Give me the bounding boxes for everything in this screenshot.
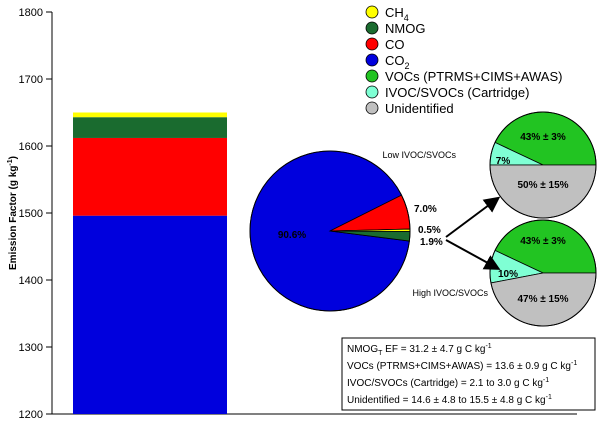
y-tick-label: 1800: [19, 7, 43, 19]
low-ivoc-title: Low IVOC/SVOCs: [382, 150, 456, 160]
bar-segment-ch4: [73, 112, 227, 118]
arrow-to-low-pie: [445, 196, 501, 238]
y-tick-label: 1300: [19, 342, 43, 354]
pie-label-ivoc: 7%: [496, 156, 511, 167]
legend-label-unidentified: Unidentified: [385, 101, 454, 116]
bar-segment-nmog: [73, 117, 227, 138]
legend-swatch-vocs: [365, 69, 379, 83]
legend-label-vocs: VOCs (PTRMS+CIMS+AWAS): [385, 69, 562, 84]
pie-label-unidentified: 47% ± 15%: [517, 294, 568, 305]
pie-label-co2: 90.6%: [278, 230, 306, 241]
legend-swatch-ch4: [365, 5, 379, 19]
legend-swatch-co: [365, 37, 379, 51]
info-line-nmog: NMOGT EF = 31.2 ± 4.7 g C kg-1: [347, 343, 492, 357]
legend-label-ch4: CH4: [385, 5, 409, 23]
info-box: [341, 337, 596, 411]
legend-label-nmog: NMOG: [385, 21, 425, 36]
small-pie-outline: [489, 219, 597, 327]
pie-label-unidentified: 50% ± 15%: [517, 180, 568, 191]
y-axis-ticks: 1200 1300 1400 1500 1600 1700 1800: [19, 7, 52, 421]
pie-label-nmog: 1.9%: [420, 237, 443, 248]
pie-label-vocs: 43% ± 3%: [520, 132, 566, 143]
y-tick-label: 1500: [19, 208, 43, 220]
y-tick-label: 1400: [19, 275, 43, 287]
info-line-vocs: VOCs (PTRMS+CIMS+AWAS) = 13.6 ± 0.9 g C …: [347, 360, 577, 372]
legend-label-co: CO: [385, 37, 405, 52]
legend-swatch-unidentified: [365, 101, 379, 115]
arrow-to-high-pie: [445, 239, 501, 270]
main-pie-outline: [249, 150, 411, 312]
info-line-ivoc: IVOC/SVOCs (Cartridge) = 2.1 to 3.0 g C …: [347, 377, 549, 389]
legend-label-ivoc: IVOC/SVOCs (Cartridge): [385, 85, 529, 100]
y-tick-label: 1700: [19, 74, 43, 86]
pie-label-ivoc: 10%: [498, 269, 518, 280]
pie-charts: 90.6% 7.0% 0.5%1.9% 43% ± 3% 7% 50% ± 15% 43% …: [249, 111, 597, 327]
y-tick-label: 1600: [19, 141, 43, 153]
info-line-unidentified: Unidentified = 14.6 ± 4.8 to 15.5 ± 4.8 …: [347, 394, 552, 406]
pie-label-vocs: 43% ± 3%: [520, 236, 566, 247]
legend-swatch-ivoc: [365, 85, 379, 99]
high-ivoc-title: High IVOC/SVOCs: [412, 288, 488, 298]
bar-segment-co2: [73, 215, 227, 414]
legend-swatch-co2: [365, 53, 379, 67]
legend-swatch-nmog: [365, 21, 379, 35]
pie-label-co: 7.0%: [414, 204, 437, 215]
y-axis-label: Emission Factor (g kg-1): [7, 156, 19, 270]
legend-label-co2: CO2: [385, 53, 410, 71]
bar-segment-co: [73, 137, 227, 216]
y-tick-label: 1200: [19, 409, 43, 421]
pie-label-ch4: 0.5%: [418, 225, 441, 236]
small-pie-outline: [489, 111, 597, 219]
stacked-bar: [73, 112, 227, 414]
pie-slice-unidentified: [489, 164, 597, 219]
